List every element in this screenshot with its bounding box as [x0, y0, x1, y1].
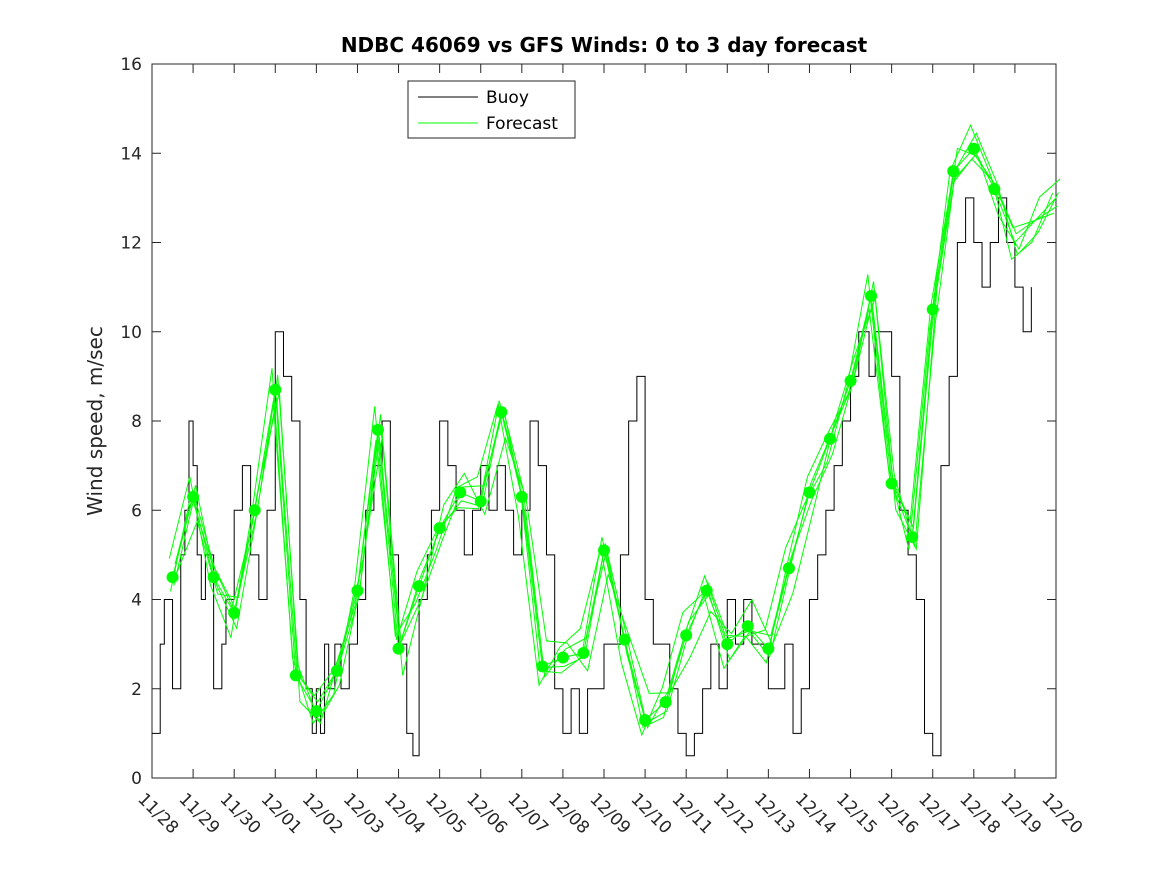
y-tick-label: 2 — [131, 680, 142, 700]
forecast-marker — [700, 584, 713, 597]
forecast-marker — [166, 571, 179, 584]
forecast-marker — [885, 477, 898, 490]
series-forecast — [170, 158, 1055, 728]
forecast-marker — [680, 629, 693, 642]
forecast-marker — [536, 660, 549, 673]
forecast-marker — [310, 705, 323, 718]
forecast-marker — [618, 633, 631, 646]
forecast-marker — [392, 642, 405, 655]
forecast-marker — [947, 165, 960, 178]
forecast-marker — [824, 432, 836, 445]
forecast-marker — [454, 486, 467, 499]
series-forecast — [172, 147, 1057, 721]
forecast-marker — [906, 531, 919, 544]
forecast-marker — [865, 290, 878, 303]
forecast-marker — [515, 490, 528, 503]
forecast-marker — [721, 638, 734, 651]
chart-title: NDBC 46069 vs GFS Winds: 0 to 3 day fore… — [341, 33, 868, 57]
forecast-marker — [269, 383, 282, 396]
y-tick-label: 14 — [120, 144, 142, 164]
y-axis: 0 2 4 6 8 10 12 14 16 — [120, 55, 1056, 789]
y-tick-label: 12 — [120, 234, 142, 254]
forecast-marker — [639, 713, 652, 726]
forecast-marker — [207, 571, 220, 584]
forecast-marker — [926, 303, 939, 316]
forecast-marker — [372, 423, 384, 436]
forecast-marker — [803, 486, 816, 499]
y-tick-label: 10 — [120, 323, 142, 343]
series-forecast — [173, 154, 1058, 724]
legend-forecast-label: Forecast — [486, 114, 558, 134]
forecast-marker — [782, 562, 795, 575]
forecast-marker — [741, 620, 754, 633]
forecast-marker — [967, 142, 980, 155]
series-forecast — [168, 123, 1054, 737]
forecast-marker — [577, 647, 590, 660]
y-axis-label: Wind speed, m/sec — [83, 326, 107, 516]
forecast-marker — [413, 580, 426, 593]
forecast-marker — [228, 606, 241, 619]
y-tick-label: 8 — [131, 412, 142, 432]
legend-buoy-label: Buoy — [486, 88, 529, 108]
forecast-marker — [988, 182, 1001, 195]
forecast-marker — [187, 490, 200, 503]
marker-layer — [166, 142, 1001, 726]
y-tick-label: 6 — [131, 501, 142, 521]
forecast-marker — [556, 651, 569, 664]
y-tick-label: 0 — [131, 769, 142, 789]
forecast-marker — [474, 495, 487, 508]
forecast-marker — [330, 664, 343, 677]
forecast-marker — [289, 669, 302, 682]
forecast-marker — [248, 504, 261, 517]
forecast-marker — [762, 642, 775, 655]
legend-box — [407, 80, 576, 139]
forecast-marker — [844, 374, 857, 387]
forecast-marker — [659, 696, 672, 709]
forecast-marker — [598, 544, 610, 557]
forecast-marker — [495, 406, 508, 419]
y-tick-label: 16 — [120, 55, 142, 75]
forecast-marker — [351, 584, 364, 597]
forecast-marker — [433, 522, 446, 535]
y-tick-label: 4 — [131, 591, 142, 611]
legend: Buoy Forecast — [407, 80, 576, 139]
